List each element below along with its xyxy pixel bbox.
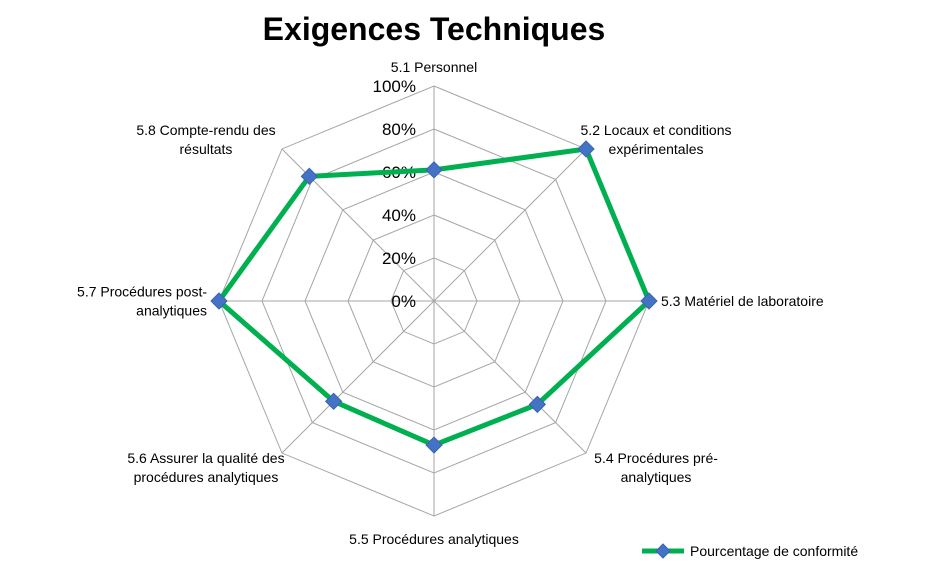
data-point-marker [425, 161, 443, 179]
category-label: 5.3 Matériel de laboratoire [661, 293, 824, 309]
axis-spoke [433, 148, 587, 302]
data-point-marker [640, 292, 658, 310]
data-point-marker [324, 392, 343, 411]
series-group [210, 140, 658, 454]
tick-label: 80% [382, 120, 416, 139]
axis-spoke [433, 300, 587, 454]
category-labels: 5.1 Personnel 5.2 Locaux et conditions exp… [77, 59, 824, 547]
category-label: 5.1 Personnel [391, 59, 477, 75]
data-point-marker [210, 292, 228, 310]
category-label: 5.8 Compte-rendu des résultats [136, 122, 275, 157]
axis-spoke [281, 300, 435, 454]
category-label: 5.4 Procédures pré-analytiques [594, 450, 718, 485]
category-label: 5.5 Procédures analytiques [349, 531, 519, 547]
data-point-marker [577, 140, 595, 158]
legend-label: Pourcentage de conformité [690, 543, 858, 559]
legend-marker [655, 543, 671, 559]
data-point-marker [528, 395, 547, 414]
legend: Pourcentage de conformité [642, 543, 858, 559]
tick-label: 40% [382, 206, 416, 225]
chart-title: Exigences Techniques [263, 11, 606, 47]
data-point-marker [300, 167, 319, 186]
category-label: 5.2 Locaux et conditions expérimentales [581, 122, 732, 157]
tick-label: 20% [382, 249, 416, 268]
tick-label: 100% [373, 77, 416, 96]
category-label: 5.7 Procédures post-analytiques [77, 284, 207, 319]
category-label: 5.6 Assurer la qualité des procédures ana… [127, 450, 284, 485]
data-point-marker [425, 436, 443, 454]
tick-label: 0% [391, 292, 416, 311]
